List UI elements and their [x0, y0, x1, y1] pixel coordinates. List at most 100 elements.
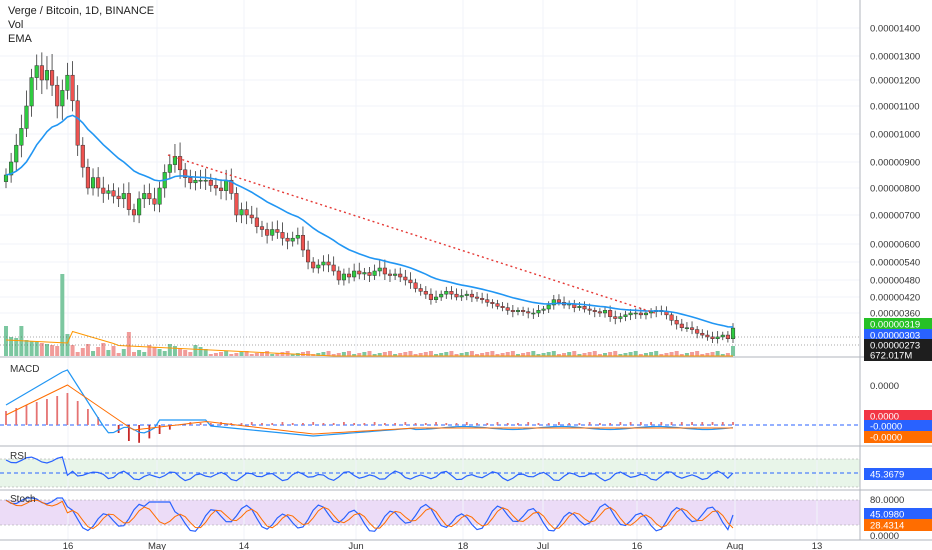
candle-body — [203, 179, 208, 182]
volume-bar — [106, 350, 111, 356]
candle-body — [188, 177, 193, 184]
volume-bar — [408, 351, 413, 356]
macd-hist-bar — [240, 423, 243, 425]
volume-bar — [592, 351, 597, 356]
candle-body — [316, 264, 321, 269]
volume-bar — [500, 353, 505, 356]
candle-body — [505, 307, 510, 311]
volume-bar — [75, 352, 80, 356]
volume-bar — [275, 353, 280, 356]
candle-body — [147, 193, 152, 200]
candle-body — [700, 332, 705, 336]
macd-hist-badge: 0.0000 — [870, 412, 899, 423]
volume-bar — [649, 352, 654, 356]
volume-bar — [495, 354, 500, 356]
candle-body — [387, 273, 393, 276]
candle-body — [439, 293, 444, 298]
volume-bar — [536, 354, 541, 356]
candle-body — [638, 312, 643, 316]
volume-bar — [710, 352, 715, 356]
macd-hist-bar — [629, 422, 632, 425]
candlesticks[interactable] — [3, 52, 736, 344]
macd-hist-bar — [138, 425, 141, 443]
stoch-k-badge: 45.0980 — [870, 510, 904, 521]
macd-hist-bar — [721, 422, 724, 425]
candle-body — [669, 314, 674, 321]
candle-body — [510, 310, 515, 312]
candle-body — [556, 299, 561, 303]
macd-hist-bar — [732, 422, 734, 425]
stoch-panel[interactable] — [0, 497, 860, 532]
candle-body — [157, 187, 162, 205]
volume-bar — [157, 349, 162, 356]
macd-panel[interactable] — [0, 369, 860, 443]
volume-bar — [142, 352, 147, 356]
stoch-k-badge-bg — [864, 508, 932, 520]
candle-body — [137, 198, 142, 216]
volume-bar — [608, 352, 613, 356]
volume-bar — [618, 354, 623, 356]
volume-bar — [14, 338, 19, 356]
stoch-d-badge-bg — [864, 519, 932, 531]
volume-bar — [505, 352, 510, 356]
macd-hist-bar — [291, 423, 294, 425]
volume-bar — [55, 346, 60, 356]
candle-body — [480, 298, 485, 300]
candle-body — [382, 267, 387, 275]
candle-body — [444, 291, 449, 295]
macd-hist-bar — [25, 405, 28, 425]
volume-bar — [510, 351, 515, 356]
candle-body — [178, 156, 183, 171]
rsi-panel[interactable] — [0, 456, 860, 488]
candle-body — [275, 229, 280, 233]
volume-ma-line — [5, 330, 733, 357]
volume-bar — [459, 353, 464, 356]
candle-body — [490, 302, 495, 304]
price-tick-label: 0.00000700 — [870, 211, 920, 222]
candle-body — [398, 273, 403, 278]
candle-body — [372, 270, 377, 276]
candle-body — [290, 237, 295, 242]
macd-hist-bar — [527, 422, 530, 425]
volume-bar — [34, 342, 39, 356]
candle-body — [633, 312, 638, 315]
volume-bar — [572, 351, 577, 356]
time-tick-label: May — [148, 541, 166, 550]
volume-bar — [541, 353, 546, 356]
candle-body — [695, 329, 700, 334]
low-price-badge: 0.00000273 — [870, 341, 920, 352]
volume-bar — [372, 354, 377, 356]
candle-body — [172, 156, 178, 165]
candle-body — [65, 74, 70, 91]
volume-bar — [695, 351, 700, 356]
rsi-label: RSI — [10, 451, 27, 462]
volume-bar — [705, 353, 710, 356]
candle-body — [326, 261, 331, 266]
volume-bar — [382, 352, 387, 356]
volume-bar — [659, 354, 664, 356]
candle-body — [474, 296, 480, 299]
macd-hist-bar — [87, 409, 89, 425]
price-tick-label: 0.00000420 — [870, 293, 920, 304]
candle-body — [142, 193, 147, 200]
volume-bar — [725, 353, 730, 356]
volume-bar — [393, 354, 398, 356]
candle-body — [393, 273, 398, 276]
ema-price-badge-bg — [864, 329, 932, 341]
macd-hist-bar — [56, 396, 59, 425]
candle-body — [428, 293, 433, 300]
rsi-line — [5, 456, 734, 482]
macd-hist-bar — [322, 423, 325, 425]
candle-body — [346, 273, 352, 278]
stoch-label: Stoch — [10, 494, 36, 505]
macd-hist-bar — [537, 423, 540, 425]
volume-bar — [111, 346, 116, 356]
volume-bar — [4, 326, 8, 356]
vol-label: Vol — [8, 19, 24, 31]
volume-bar — [428, 351, 433, 356]
volume-bar — [664, 353, 669, 356]
candle-body — [9, 161, 14, 176]
volume-bar — [679, 354, 684, 356]
macd-hist-bar — [332, 423, 335, 425]
